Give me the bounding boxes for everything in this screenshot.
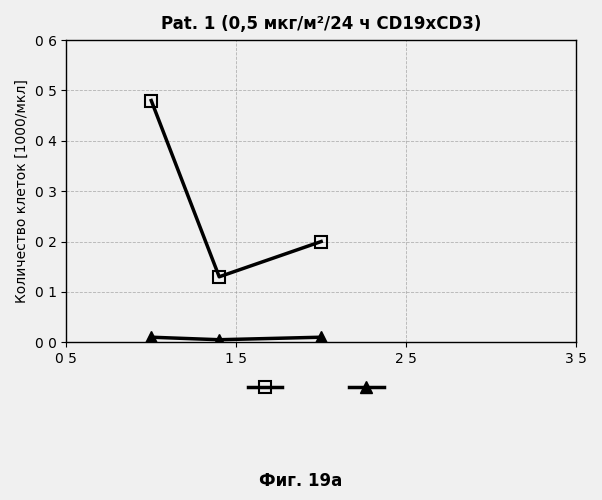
Legend: , : , bbox=[242, 376, 400, 402]
Y-axis label: Количество клеток [1000/мкл]: Количество клеток [1000/мкл] bbox=[15, 79, 29, 303]
Text: Фиг. 19а: Фиг. 19а bbox=[259, 472, 343, 490]
Title: Pat. 1 (0,5 мкг/м²/24 ч CD19xCD3): Pat. 1 (0,5 мкг/м²/24 ч CD19xCD3) bbox=[161, 15, 482, 33]
